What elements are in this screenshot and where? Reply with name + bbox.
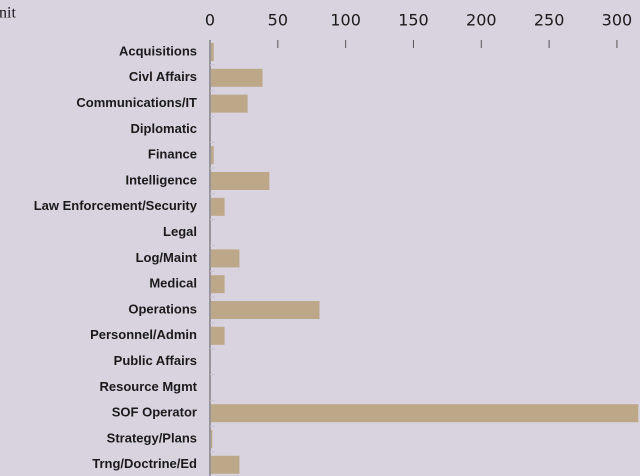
x-tick-label: 150 xyxy=(398,11,429,30)
y-tick-label: Intelligence xyxy=(125,172,197,187)
y-tick-label: Legal xyxy=(163,224,197,239)
y-tick-label: Resource Mgmt xyxy=(99,379,197,394)
bar xyxy=(211,172,270,190)
bar xyxy=(211,455,240,474)
y-tick-label: SOF Operator xyxy=(112,405,197,420)
x-tick-label: 0 xyxy=(205,11,215,30)
bar xyxy=(211,197,225,216)
x-tick-label: 200 xyxy=(466,11,497,30)
y-tick-label: Trng/Doctrine/Ed xyxy=(92,456,197,471)
y-tick-label: Law Enforcement/Security xyxy=(34,198,198,213)
bar xyxy=(211,68,263,87)
bar xyxy=(211,249,240,268)
x-tick-label: 250 xyxy=(534,11,565,30)
y-tick-label: Acquisitions xyxy=(119,43,197,58)
bar xyxy=(211,146,214,165)
bar xyxy=(211,301,320,319)
y-tick-label: Diplomatic xyxy=(131,121,197,136)
y-tick-label: Strategy/Plans xyxy=(107,430,197,445)
bar xyxy=(211,430,213,448)
bar xyxy=(211,43,214,61)
x-tick-label: 100 xyxy=(330,11,361,30)
bar xyxy=(211,404,639,423)
y-tick-label: Public Affairs xyxy=(114,353,197,368)
bar xyxy=(211,326,225,345)
x-tick-label: 50 xyxy=(268,11,288,30)
y-tick-label: Log/Maint xyxy=(136,250,198,265)
chart-title: nit xyxy=(0,5,16,22)
y-tick-label: Medical xyxy=(149,276,197,291)
y-tick-label: Operations xyxy=(128,301,197,316)
bar xyxy=(211,94,248,113)
y-tick-label: Civl Affairs xyxy=(129,69,197,84)
y-tick-label: Finance xyxy=(148,147,197,162)
y-tick-label: Personnel/Admin xyxy=(90,327,197,342)
x-tick-label: 300 xyxy=(602,11,633,30)
bar xyxy=(211,275,225,294)
y-tick-label: Communications/IT xyxy=(76,95,197,110)
